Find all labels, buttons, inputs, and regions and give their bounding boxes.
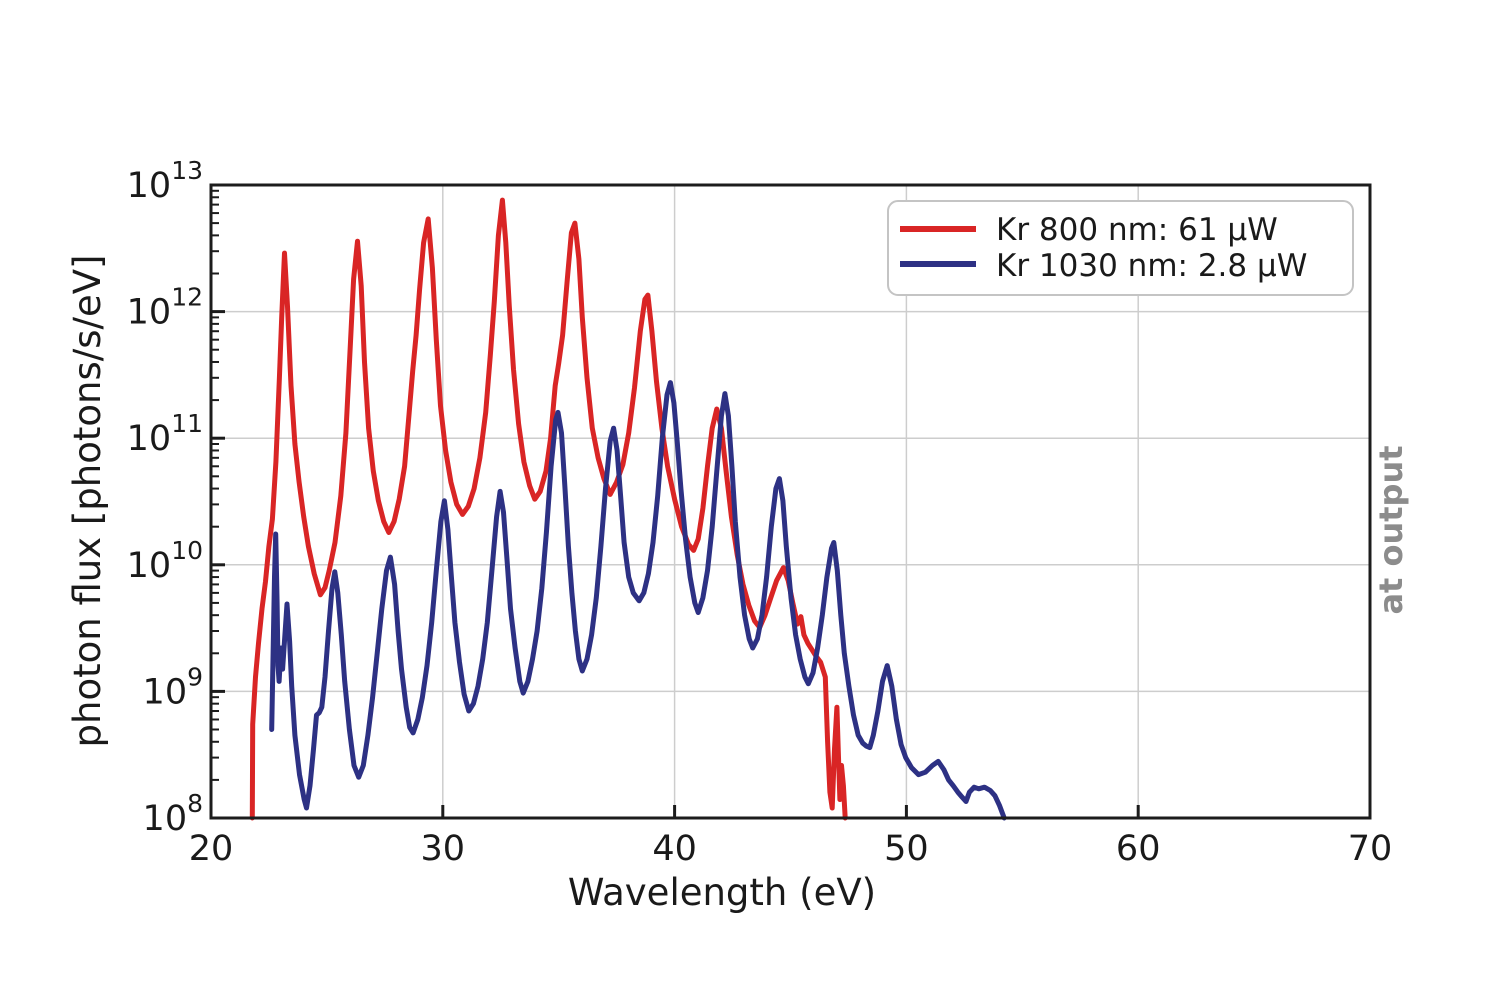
y-axis-label: photon flux [photons/s/eV] bbox=[66, 255, 109, 748]
series-kr800-line bbox=[249, 197, 848, 821]
right-side-annotation: at output bbox=[1372, 445, 1410, 614]
plot-frame bbox=[209, 183, 1372, 820]
x-axis-label: Wavelength (eV) bbox=[568, 871, 876, 914]
y-tick-label: 1011 bbox=[127, 409, 203, 459]
x-tick-label: 50 bbox=[884, 829, 929, 869]
legend-label-kr800: Kr 800 nm: 61 µW bbox=[996, 212, 1278, 248]
axis-ticks bbox=[209, 183, 1372, 820]
legend: Kr 800 nm: 61 µW Kr 1030 nm: 2.8 µW bbox=[887, 200, 1354, 296]
y-tick-label: 1010 bbox=[127, 536, 203, 586]
legend-label-kr1030: Kr 1030 nm: 2.8 µW bbox=[996, 248, 1307, 284]
y-tick-label: 1012 bbox=[127, 283, 203, 333]
y-tick-label: 109 bbox=[143, 662, 203, 712]
y-tick-label: 108 bbox=[143, 789, 203, 839]
series-kr1030-line bbox=[269, 380, 1007, 821]
x-tick-label: 20 bbox=[189, 829, 234, 869]
tick-labels: 20 30 40 50 60 70 108 109 1010 1011 1012 1013 bbox=[127, 156, 1393, 869]
x-tick-label: 70 bbox=[1348, 829, 1393, 869]
x-tick-label: 40 bbox=[652, 829, 697, 869]
x-tick-label: 30 bbox=[421, 829, 466, 869]
x-tick-label: 60 bbox=[1116, 829, 1161, 869]
legend-box bbox=[887, 200, 1354, 296]
y-tick-label: 1013 bbox=[127, 156, 203, 206]
